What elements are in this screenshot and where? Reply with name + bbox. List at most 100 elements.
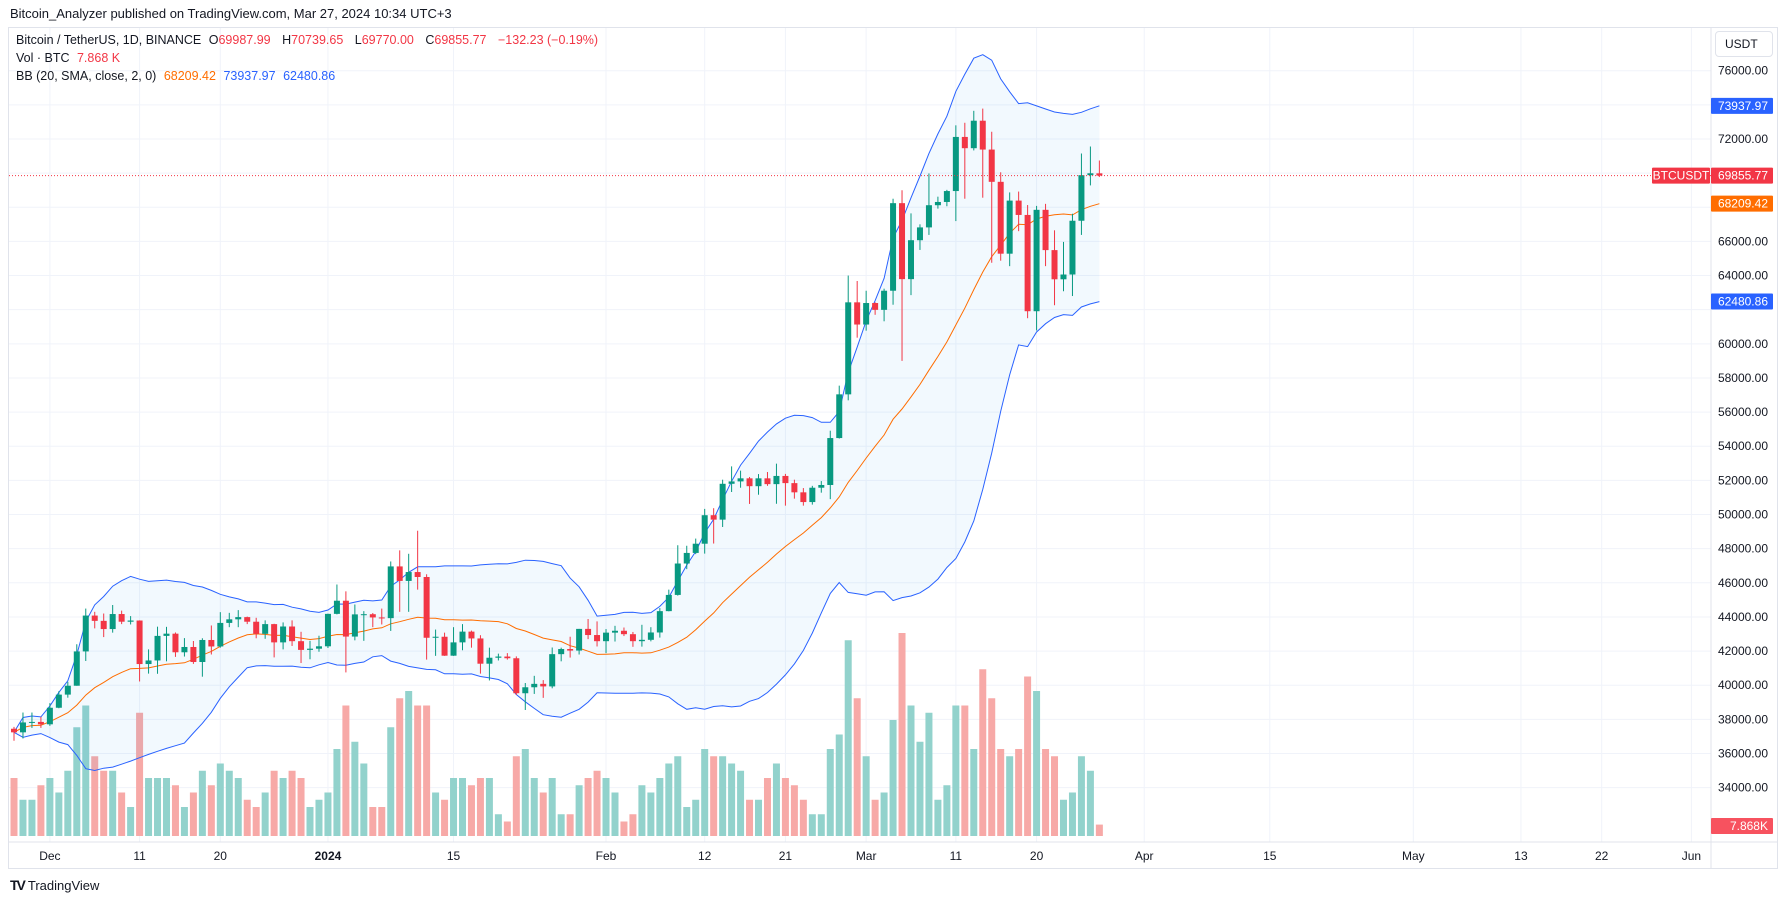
volume-bar [28,799,36,836]
volume-bar [620,821,628,836]
volume-bar [970,749,978,836]
candle-body [531,683,538,688]
symbol-title[interactable]: Bitcoin / TetherUS, 1D, BINANCE [16,33,202,47]
candle-body [674,563,681,595]
price-tick-label: 44000.00 [1718,610,1768,624]
volume-label[interactable]: Vol · BTC [16,51,70,65]
volume-bar [1015,749,1023,836]
bb-basis-axis-label-bg [1711,195,1773,212]
volume-bar [37,785,45,836]
candle [585,618,592,640]
candle [594,621,601,647]
bb-upper-line [13,54,1100,733]
candle-body [369,614,376,618]
candle [540,680,547,698]
candle-body [629,634,636,642]
published-by-line: Bitcoin_Analyzer published on TradingVie… [10,6,452,21]
volume-bar [270,770,278,836]
candle-body [746,478,753,487]
candle [333,584,340,615]
candle [1024,205,1031,319]
candle [701,508,708,554]
candle [692,538,699,555]
candle-body [1051,250,1058,280]
volume-bar [378,807,386,836]
volume-bar [1086,770,1094,836]
candle-body [450,642,457,656]
candle-body [818,484,825,488]
volume-bar [593,770,601,836]
candle-body [414,572,421,577]
volume-bar [548,778,556,836]
close-label: C [425,33,435,47]
candle [1087,146,1094,186]
candle [854,281,861,338]
candle [477,635,484,674]
candle-body [881,290,888,310]
candle [190,641,197,664]
volume-bar [557,814,565,836]
volume-bar [162,778,170,836]
candle-body [289,626,296,642]
candle-body [540,683,547,687]
volume-bar [763,778,771,836]
volume-bar [1006,756,1014,836]
candle [638,624,645,647]
brand-name: TradingView [27,877,100,893]
volume-bar [73,727,81,836]
price-tick-label: 56000.00 [1718,405,1768,419]
candle-body [136,620,143,665]
price-tick-label: 52000.00 [1718,473,1768,487]
bb-upper-axis-label: 73937.97 [1718,99,1768,113]
time-tick-label: 20 [1030,849,1044,863]
candle [755,474,762,495]
candle [82,608,89,661]
volume-bar [243,799,251,836]
volume-bar [82,705,90,836]
candle-body [1033,209,1040,312]
candle-body [899,203,906,280]
volume-bar [728,763,736,836]
candle [414,530,421,590]
volume-bar [91,756,99,836]
candle [369,613,376,628]
candle-body [262,624,269,634]
volume-bar [109,770,117,836]
volume-bar [638,785,646,836]
candle [809,485,816,505]
bb-label[interactable]: BB (20, SMA, close, 2, 0) [16,69,157,83]
candle-body [782,475,789,484]
tradingview-logo[interactable]: TV TradingView [10,877,99,893]
candle-body [154,635,161,661]
volume-bar [46,778,54,836]
candle [1033,205,1040,331]
candle [199,638,206,677]
candle-body [513,658,520,694]
candle [558,647,565,662]
candle [280,622,287,650]
currency-button[interactable]: USDT [1715,31,1773,57]
volume-bar [898,633,906,836]
candle [163,626,170,662]
symbol-legend: Bitcoin / TetherUS, 1D, BINANCE O69987.9… [16,33,602,47]
time-tick-label: 15 [1263,849,1277,863]
candle [55,691,62,709]
candle-body [692,543,699,553]
candle [899,190,906,361]
candle [91,611,98,629]
time-tick-label: 12 [698,849,712,863]
candle [172,632,179,657]
last-price-axis-label: 69855.77 [1718,169,1768,183]
volume-bar [755,799,763,836]
volume-legend: Vol · BTC 7.868 K [16,51,124,65]
candle-body [997,181,1004,254]
bb-lower-axis-label-bg [1711,293,1773,310]
candle [836,385,843,439]
close-value: 69855.77 [434,33,487,47]
candle-body [64,685,71,695]
volume-bar [988,698,996,836]
candle-body [567,649,574,651]
price-tick-label: 66000.00 [1718,234,1768,248]
candle-body [934,201,941,206]
